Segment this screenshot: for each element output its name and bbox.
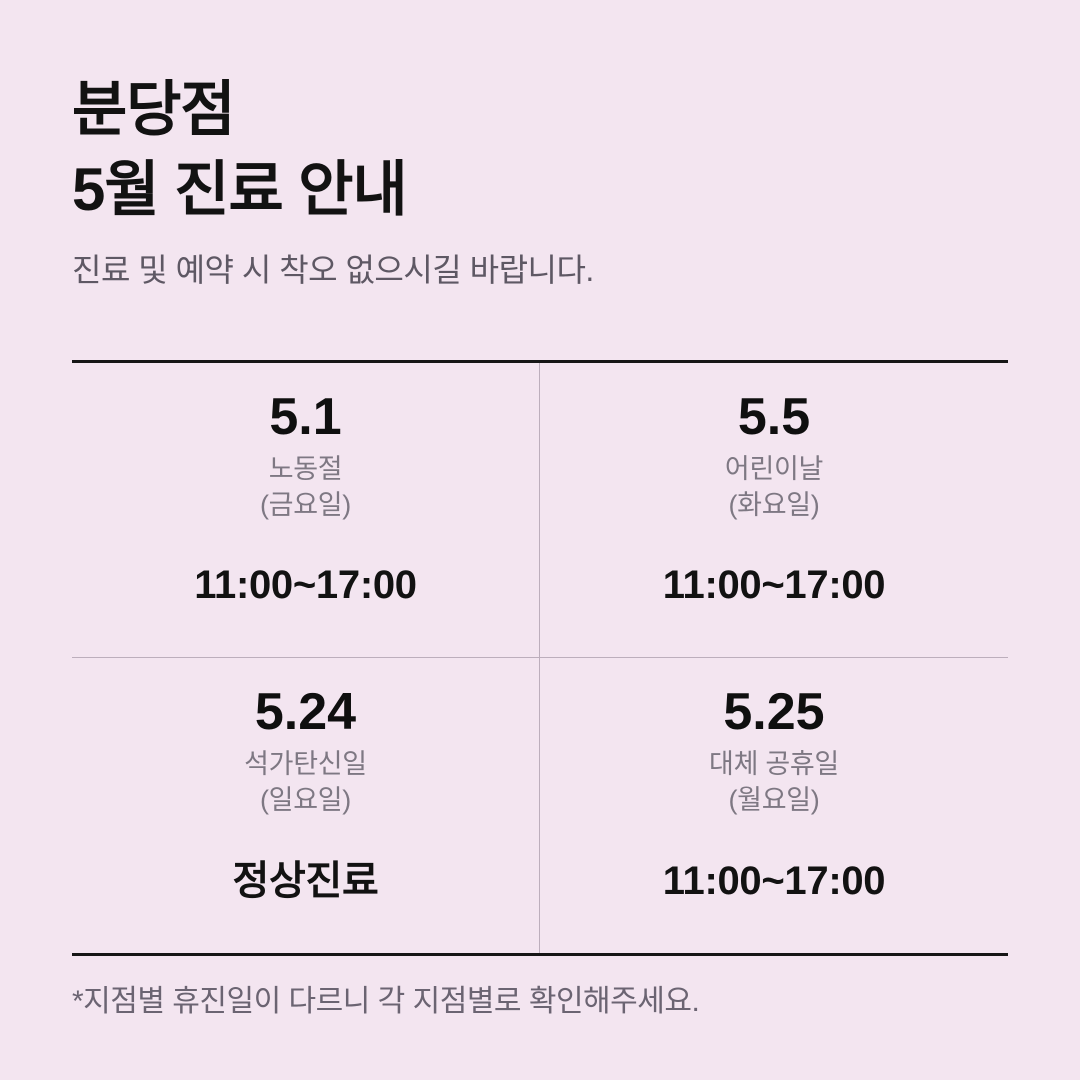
cell-weekday: (금요일) xyxy=(259,490,351,520)
schedule-table: 5.1 노동절 (금요일) 11:00~17:00 5.5 어린이날 (화요일)… xyxy=(72,360,1008,956)
cell-holiday-name: 대체 공휴일 xyxy=(709,749,839,779)
title-notice-name: 5월 진료 안내 xyxy=(72,156,408,223)
footnote: *지점별 휴진일이 다르니 각 지점별로 확인해주세요. xyxy=(72,985,700,1018)
cell-weekday: (일요일) xyxy=(259,785,351,815)
schedule-cell-may-24: 5.24 석가탄신일 (일요일) 정상진료 xyxy=(72,658,540,953)
schedule-cell-may-5: 5.5 어린이날 (화요일) 11:00~17:00 xyxy=(540,363,1008,658)
cell-date: 5.1 xyxy=(269,388,342,446)
cell-holiday-name: 노동절 xyxy=(268,454,343,484)
cell-hours: 11:00~17:00 xyxy=(194,563,417,607)
cell-hours: 정상진료 xyxy=(232,859,379,903)
cell-hours: 11:00~17:00 xyxy=(662,563,886,607)
cell-date: 5.25 xyxy=(723,683,825,741)
cell-holiday-name: 석가탄신일 xyxy=(244,749,367,779)
cell-weekday: (월요일) xyxy=(728,785,820,815)
subtitle: 진료 및 예약 시 착오 없으시길 바랍니다. xyxy=(72,252,594,288)
cell-weekday: (화요일) xyxy=(728,490,820,520)
schedule-cell-may-1: 5.1 노동절 (금요일) 11:00~17:00 xyxy=(72,363,540,658)
cell-date: 5.5 xyxy=(737,388,811,446)
title-branch-name: 분당점 xyxy=(72,76,236,143)
page-title: 분당점 5월 진료 안내 xyxy=(72,70,1008,230)
cell-hours: 11:00~17:00 xyxy=(662,859,886,903)
cell-date: 5.24 xyxy=(254,683,357,741)
cell-holiday-name: 어린이날 xyxy=(724,454,824,484)
schedule-cell-may-25: 5.25 대체 공휴일 (월요일) 11:00~17:00 xyxy=(540,658,1008,953)
header: 분당점 5월 진료 안내 진료 및 예약 시 착오 없으시길 바랍니다. xyxy=(72,0,1008,292)
